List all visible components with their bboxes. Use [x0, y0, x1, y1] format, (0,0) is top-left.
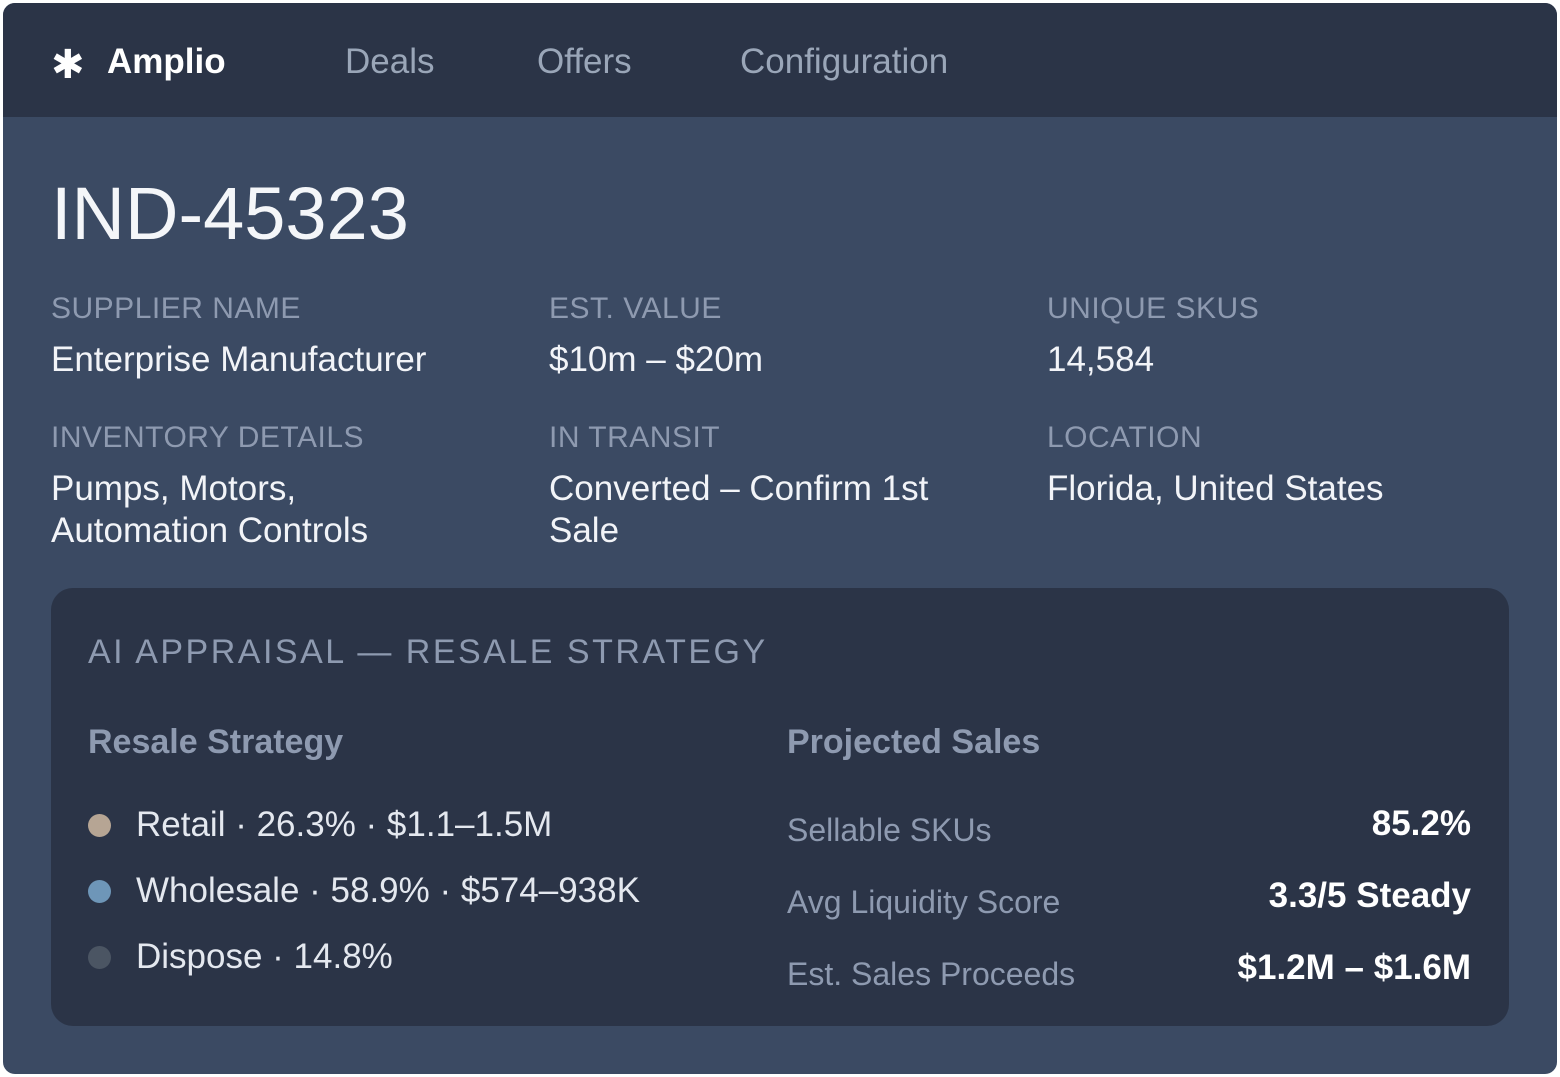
strategy-item-wholesale: Wholesale · 58.9% · $574–938K [88, 869, 640, 913]
metric-label: Sellable SKUs [787, 812, 992, 848]
metric-value: 85.2% [1371, 804, 1471, 843]
metric-value: 3.3/5 Steady [1268, 876, 1471, 915]
brand-name: Amplio [107, 42, 226, 81]
field-value: 14,584 [1047, 340, 1155, 379]
field-est-value: EST. VALUE $10m – $20m [549, 291, 989, 381]
ai-appraisal-panel: AI APPRAISAL — RESALE STRATEGY Resale St… [51, 588, 1509, 1026]
top-navigation-bar: ✱ Amplio Deals Offers Configuration [3, 3, 1557, 117]
retail-dot [88, 813, 111, 837]
projected-sales-heading: Projected Sales [787, 723, 1041, 761]
strategy-item-retail: Retail · 26.3% · $1.1–1.5M [88, 803, 552, 847]
field-value: Converted – Confirm 1st Sale [549, 469, 929, 550]
asterisk-icon: ✱ [51, 43, 85, 87]
metric-est-sales-proceeds: Est. Sales Proceeds $1.2M – $1.6M [787, 946, 1471, 994]
brand-logo[interactable]: ✱ Amplio [51, 39, 226, 87]
deal-window: ✱ Amplio Deals Offers Configuration IND-… [3, 3, 1557, 1074]
field-value: Pumps, Motors, Automation Controls [51, 469, 369, 550]
strategy-text: Retail · 26.3% · $1.1–1.5M [136, 805, 553, 844]
page-title: IND-45323 [51, 172, 409, 255]
field-supplier-name: SUPPLIER NAME Enterprise Manufacturer [51, 291, 491, 381]
field-label: LOCATION [1047, 421, 1203, 454]
field-label: EST. VALUE [549, 292, 722, 325]
nav-configuration[interactable]: Configuration [740, 42, 949, 81]
field-inventory-details: INVENTORY DETAILS Pumps, Motors, Automat… [51, 420, 471, 552]
metric-value: $1.2M – $1.6M [1237, 948, 1471, 987]
strategy-text: Wholesale · 58.9% · $574–938K [136, 871, 640, 910]
field-location: LOCATION Florida, United States [1047, 420, 1507, 510]
field-in-transit: IN TRANSIT Converted – Confirm 1st Sale [549, 420, 979, 552]
metric-sellable-skus: Sellable SKUs 85.2% [787, 802, 1471, 850]
metric-label: Avg Liquidity Score [787, 884, 1061, 920]
strategy-item-dispose: Dispose · 14.8% [88, 935, 393, 979]
resale-strategy-heading: Resale Strategy [88, 723, 344, 761]
field-value: Florida, United States [1047, 469, 1384, 508]
panel-title: AI APPRAISAL — RESALE STRATEGY [88, 633, 768, 671]
field-label: SUPPLIER NAME [51, 292, 301, 325]
metric-avg-liquidity-score: Avg Liquidity Score 3.3/5 Steady [787, 874, 1471, 922]
field-value: Enterprise Manufacturer [51, 340, 427, 379]
nav-deals[interactable]: Deals [345, 42, 435, 81]
wholesale-dot [88, 879, 111, 903]
nav-offers[interactable]: Offers [537, 42, 632, 81]
field-label: INVENTORY DETAILS [51, 421, 365, 454]
strategy-text: Dispose · 14.8% [136, 937, 393, 976]
field-unique-skus: UNIQUE SKUS 14,584 [1047, 291, 1487, 381]
metric-label: Est. Sales Proceeds [787, 956, 1076, 992]
field-value: $10m – $20m [549, 340, 764, 379]
dispose-dot [88, 945, 111, 969]
field-label: IN TRANSIT [549, 421, 721, 454]
field-label: UNIQUE SKUS [1047, 292, 1260, 325]
